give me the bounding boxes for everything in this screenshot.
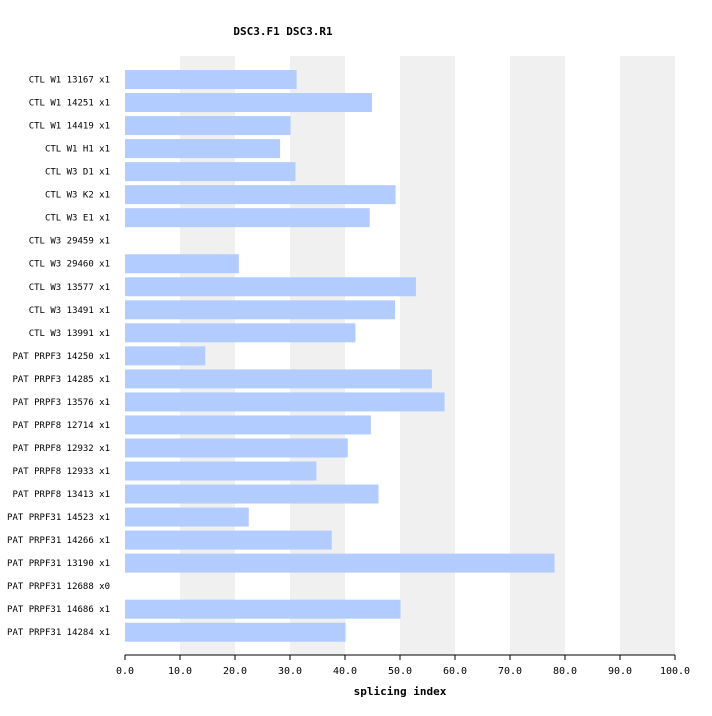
bar xyxy=(125,599,401,619)
x-axis-title: splicing index xyxy=(354,685,447,698)
bar xyxy=(125,139,281,159)
x-tick-label: 20.0 xyxy=(223,666,247,677)
x-tick-label: 0.0 xyxy=(116,666,134,677)
x-axis: 0.0 10.0 20.0 30.0 40.0 50.0 60.0 70.0 80.0 90.0 1… xyxy=(116,654,690,677)
category-label: CTL W3 29460 x1 xyxy=(29,260,110,270)
bar xyxy=(125,323,356,343)
bar xyxy=(125,369,432,389)
category-labels: CTL W1 13167 x1 CTL W1 14251 x1 CTL W1 144… xyxy=(7,76,110,639)
bar xyxy=(125,185,396,205)
category-label: PAT PRPF31 14686 x1 xyxy=(7,605,110,615)
category-label: PAT PRPF31 14266 x1 xyxy=(7,536,110,546)
category-label: PAT PRPF31 12688 x0 xyxy=(7,582,110,592)
bar xyxy=(125,162,296,182)
x-tick-label: 80.0 xyxy=(553,666,577,677)
bar xyxy=(125,208,370,228)
category-label: CTL W1 14419 x1 xyxy=(29,122,110,132)
x-tick-label: 50.0 xyxy=(388,666,412,677)
bar xyxy=(125,530,332,550)
grid-band xyxy=(620,56,675,655)
bar xyxy=(125,93,372,113)
bar xyxy=(125,553,555,573)
x-tick-label: 60.0 xyxy=(443,666,467,677)
category-label: CTL W3 13577 x1 xyxy=(29,283,110,293)
category-label: PAT PRPF3 14285 x1 xyxy=(12,375,110,385)
x-tick-label: 70.0 xyxy=(498,666,522,677)
category-label: PAT PRPF8 12932 x1 xyxy=(12,444,110,454)
category-label: PAT PRPF8 13413 x1 xyxy=(12,490,110,500)
category-label: CTL W3 13491 x1 xyxy=(29,306,110,316)
bar xyxy=(125,254,239,274)
category-label: PAT PRPF8 12933 x1 xyxy=(12,467,110,477)
x-tick-label: 100.0 xyxy=(660,666,690,677)
bar xyxy=(125,116,291,136)
category-label: PAT PRPF31 14523 x1 xyxy=(7,513,110,523)
bar xyxy=(125,507,249,527)
category-label: CTL W3 D1 x1 xyxy=(45,168,110,178)
chart-title: DSC3.F1 DSC3.R1 xyxy=(233,25,333,38)
category-label: CTL W1 14251 x1 xyxy=(29,99,110,109)
category-label: PAT PRPF8 12714 x1 xyxy=(12,421,110,431)
x-tick-label: 90.0 xyxy=(608,666,632,677)
bars xyxy=(125,70,555,642)
bar xyxy=(125,300,396,320)
x-tick-label: 40.0 xyxy=(333,666,357,677)
category-label: CTL W1 13167 x1 xyxy=(29,76,110,86)
category-label: PAT PRPF31 14284 x1 xyxy=(7,628,110,638)
category-label: CTL W3 E1 x1 xyxy=(45,214,110,224)
category-label: CTL W1 H1 x1 xyxy=(45,145,110,155)
category-label: PAT PRPF3 14250 x1 xyxy=(12,352,110,362)
category-label: CTL W3 K2 x1 xyxy=(45,191,110,201)
bar xyxy=(125,461,317,481)
bar xyxy=(125,415,371,435)
category-label: CTL W3 13991 x1 xyxy=(29,329,110,339)
bar xyxy=(125,622,346,642)
category-label: PAT PRPF3 13576 x1 xyxy=(12,398,110,408)
bar xyxy=(125,277,416,297)
bar xyxy=(125,70,297,89)
category-label: CTL W3 29459 x1 xyxy=(29,237,110,247)
bar xyxy=(125,484,379,504)
bar xyxy=(125,438,348,458)
grid-bands xyxy=(180,56,675,655)
bar xyxy=(125,346,206,366)
x-tick-label: 10.0 xyxy=(168,666,192,677)
bar xyxy=(125,392,445,412)
category-label: PAT PRPF31 13190 x1 xyxy=(7,559,110,569)
x-tick-label: 30.0 xyxy=(278,666,302,677)
